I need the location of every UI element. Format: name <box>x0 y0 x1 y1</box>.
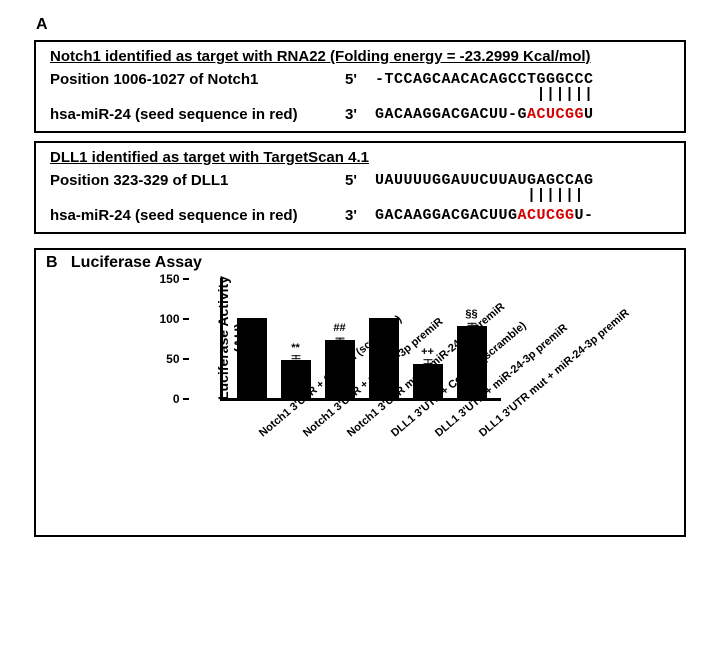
panel-b-box: B Luciferase Assay Luciferase Activity(A… <box>34 248 686 537</box>
luciferase-chart: Luciferase Activity(AU) 050100150 **##++… <box>145 278 575 527</box>
dll1-position-label: Position 323-329 of DLL1 <box>50 172 345 189</box>
notch1-mirna-label: hsa-miR-24 (seed sequence in red) <box>50 106 345 123</box>
panel-a-label: A <box>36 16 708 34</box>
dll1-mirna-label: hsa-miR-24 (seed sequence in red) <box>50 207 345 224</box>
notch1-title: Notch1 identified as target with RNA22 (… <box>50 48 670 65</box>
notch1-pairing-ticks: |||||| <box>50 90 670 100</box>
dll1-mirna-seq: GACAAGGACGACUUGACUCGGU- <box>375 207 594 224</box>
y-tick: 50 <box>166 352 188 366</box>
notch1-mirna-row: hsa-miR-24 (seed sequence in red) 3' GAC… <box>50 106 670 123</box>
dll1-title: DLL1 identified as target with TargetSca… <box>50 149 670 166</box>
y-tick: 150 <box>159 272 188 286</box>
dll1-pairing-ticks: |||||| <box>50 191 670 201</box>
notch1-3prime: 3' <box>345 106 375 123</box>
error-bar <box>295 355 296 360</box>
bar-slot <box>237 318 267 398</box>
panel-b-title: B Luciferase Assay <box>46 254 674 272</box>
x-axis-labels: Notch1 3'UTR + Control (scramble)Notch1 … <box>250 407 500 527</box>
notch1-position-label: Position 1006-1027 of Notch1 <box>50 71 345 88</box>
significance-marker: ## <box>333 322 345 334</box>
notch1-5prime: 5' <box>345 71 375 88</box>
panel-a-box-dll1: DLL1 identified as target with TargetSca… <box>34 141 686 234</box>
notch1-mirna-seq: GACAAGGACGACUU-GACUCGGU <box>375 106 594 123</box>
bar <box>237 318 267 398</box>
y-tick: 100 <box>159 312 188 326</box>
panel-a-box-notch1: Notch1 identified as target with RNA22 (… <box>34 40 686 133</box>
significance-marker: ** <box>291 342 300 354</box>
error-bar <box>339 338 340 340</box>
y-tick: 0 <box>173 392 189 406</box>
dll1-3prime: 3' <box>345 207 375 224</box>
dll1-seed: ACUCGG <box>518 207 575 224</box>
significance-marker: §§ <box>465 308 477 320</box>
dll1-mirna-row: hsa-miR-24 (seed sequence in red) 3' GAC… <box>50 207 670 224</box>
notch1-seed: ACUCGG <box>527 106 584 123</box>
dll1-5prime: 5' <box>345 172 375 189</box>
